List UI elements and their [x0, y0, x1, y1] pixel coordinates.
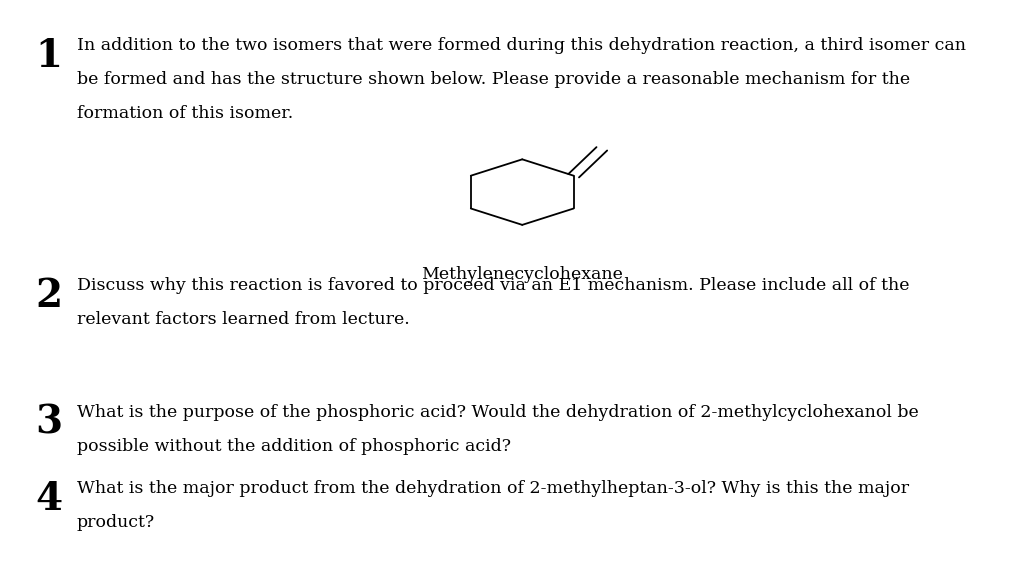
Text: What is the purpose of the phosphoric acid? Would the dehydration of 2-methylcyc: What is the purpose of the phosphoric ac…	[77, 404, 919, 421]
Text: possible without the addition of phosphoric acid?: possible without the addition of phospho…	[77, 438, 511, 455]
Text: Methylenecyclohexane: Methylenecyclohexane	[421, 266, 624, 282]
Text: 2: 2	[36, 277, 62, 315]
Text: In addition to the two isomers that were formed during this dehydration reaction: In addition to the two isomers that were…	[77, 37, 966, 54]
Text: relevant factors learned from lecture.: relevant factors learned from lecture.	[77, 311, 410, 328]
Text: Discuss why this reaction is favored to proceed via an E1 mechanism. Please incl: Discuss why this reaction is favored to …	[77, 277, 909, 294]
Text: product?: product?	[77, 514, 155, 531]
Text: 1: 1	[36, 37, 62, 75]
Text: 4: 4	[36, 480, 62, 518]
Text: be formed and has the structure shown below. Please provide a reasonable mechani: be formed and has the structure shown be…	[77, 71, 910, 88]
Text: formation of this isomer.: formation of this isomer.	[77, 105, 293, 121]
Text: What is the major product from the dehydration of 2-methylheptan-3-ol? Why is th: What is the major product from the dehyd…	[77, 480, 909, 497]
Text: 3: 3	[36, 404, 62, 442]
